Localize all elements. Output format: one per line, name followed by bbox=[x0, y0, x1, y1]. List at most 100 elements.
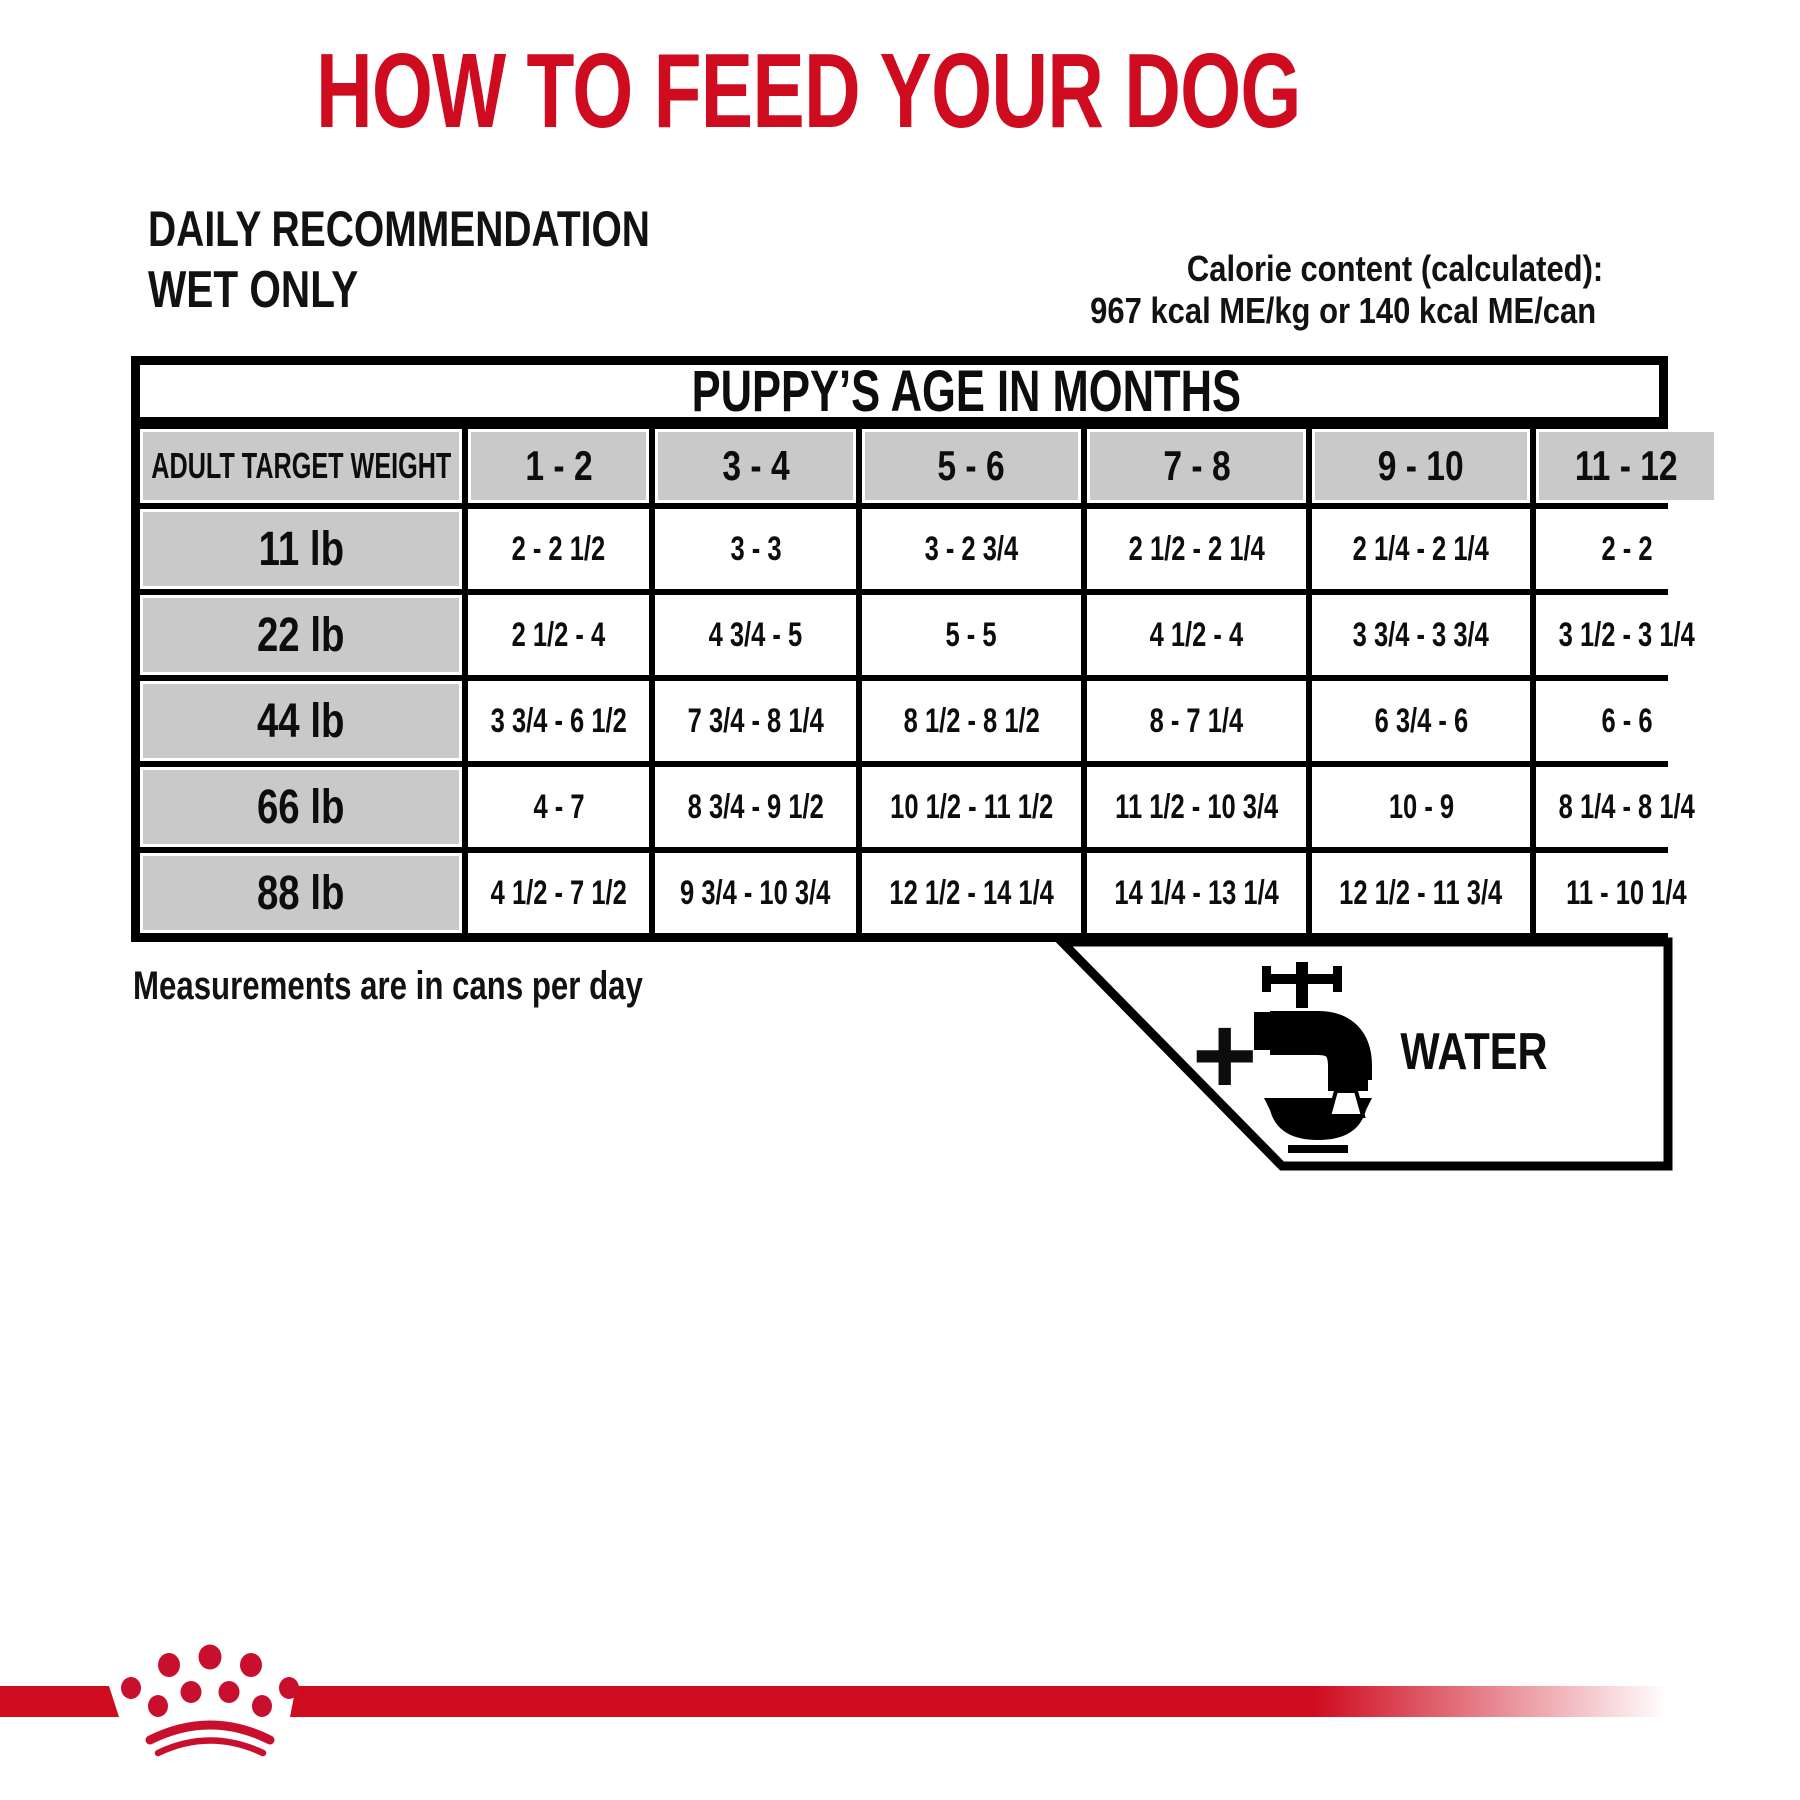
age-range: 5 - 6 bbox=[937, 442, 1006, 489]
feeding-amount: 8 1/2 - 8 1/2 bbox=[903, 701, 1040, 740]
feeding-amount: 12 1/2 - 14 1/4 bbox=[889, 873, 1054, 912]
footer bbox=[0, 1644, 1800, 1757]
column-header-weight: ADULT TARGET WEIGHT bbox=[140, 429, 462, 503]
feeding-amount-cell: 9 3/4 - 10 3/4 bbox=[655, 853, 856, 933]
feeding-amount-cell: 10 1/2 - 11 1/2 bbox=[861, 767, 1082, 847]
footer-stripe-right bbox=[290, 1686, 1800, 1717]
feeding-amount-cell: 4 - 7 bbox=[468, 767, 650, 847]
weight-cell: 88 lb bbox=[140, 853, 462, 933]
feeding-amount-cell: 4 1/2 - 4 bbox=[1087, 595, 1307, 675]
feeding-amount-cell: 7 3/4 - 8 1/4 bbox=[655, 681, 856, 761]
feeding-amount: 10 1/2 - 11 1/2 bbox=[889, 787, 1054, 826]
feeding-amount-cell: 3 3/4 - 3 3/4 bbox=[1312, 595, 1530, 675]
feeding-amount-cell: 8 - 7 1/4 bbox=[1087, 681, 1307, 761]
feeding-amount-cell: 6 - 6 bbox=[1535, 681, 1718, 761]
feeding-amount: 14 1/4 - 13 1/4 bbox=[1114, 873, 1279, 912]
weight-label: 22 lb bbox=[257, 608, 345, 662]
faucet-icon bbox=[1254, 962, 1372, 1153]
feeding-amount: 4 1/2 - 4 bbox=[1149, 615, 1244, 654]
feeding-amount: 6 - 6 bbox=[1601, 701, 1653, 740]
feeding-amount: 2 1/4 - 2 1/4 bbox=[1353, 529, 1490, 568]
column-header-age-7-8: 7 - 8 bbox=[1087, 429, 1307, 503]
feeding-grid: ADULT TARGET WEIGHT 1 - 2 3 - 4 5 - 6 7 … bbox=[140, 429, 1718, 933]
column-header-age-1-2: 1 - 2 bbox=[468, 429, 650, 503]
feeding-amount-cell: 3 1/2 - 3 1/4 bbox=[1535, 595, 1718, 675]
table-title-row: PUPPY’S AGE IN MONTHS bbox=[140, 359, 1659, 429]
feeding-amount-cell: 2 - 2 bbox=[1535, 509, 1718, 589]
age-range: 3 - 4 bbox=[722, 442, 790, 489]
feeding-amount: 7 3/4 - 8 1/4 bbox=[687, 701, 824, 740]
feeding-amount: 11 1/2 - 10 3/4 bbox=[1115, 787, 1279, 826]
column-header-age-3-4: 3 - 4 bbox=[655, 429, 856, 503]
weight-label: 11 lb bbox=[258, 522, 344, 576]
feeding-amount: 4 1/2 - 7 1/2 bbox=[490, 873, 627, 912]
column-header-weight-text: ADULT TARGET WEIGHT bbox=[150, 445, 452, 486]
feeding-amount: 8 3/4 - 9 1/2 bbox=[687, 787, 824, 826]
royal-canin-crown-logo bbox=[121, 1644, 299, 1757]
column-header-age-9-10: 9 - 10 bbox=[1312, 429, 1530, 503]
feeding-amount: 9 3/4 - 10 3/4 bbox=[680, 873, 831, 912]
water-label-text: WATER bbox=[1400, 1023, 1548, 1081]
water-callout bbox=[1051, 937, 1673, 1171]
feeding-amount-cell: 11 1/2 - 10 3/4 bbox=[1087, 767, 1307, 847]
feeding-amount: 2 - 2 bbox=[1601, 529, 1653, 568]
weight-cell: 66 lb bbox=[140, 767, 462, 847]
daily-recommendation-heading: DAILY RECOMMENDATION WET ONLY bbox=[148, 204, 792, 316]
age-range: 1 - 2 bbox=[525, 442, 593, 489]
age-range: 7 - 8 bbox=[1163, 442, 1231, 489]
feeding-amount: 3 - 3 bbox=[730, 529, 782, 568]
feeding-amount-cell: 2 1/2 - 2 1/4 bbox=[1087, 509, 1307, 589]
feeding-amount-cell: 12 1/2 - 14 1/4 bbox=[861, 853, 1082, 933]
feeding-amount: 2 - 2 1/2 bbox=[511, 529, 606, 568]
daily-recommendation-text: DAILY RECOMMENDATION bbox=[148, 201, 650, 257]
plus-icon: + bbox=[1192, 993, 1258, 1118]
feeding-amount-cell: 8 1/2 - 8 1/2 bbox=[861, 681, 1082, 761]
column-header-age-5-6: 5 - 6 bbox=[861, 429, 1082, 503]
feeding-amount: 10 - 9 bbox=[1388, 787, 1454, 826]
calorie-content-note: Calorie content (calculated): 967 kcal M… bbox=[1049, 248, 1637, 332]
feeding-amount-cell: 2 1/2 - 4 bbox=[468, 595, 650, 675]
feeding-amount-cell: 8 1/4 - 8 1/4 bbox=[1535, 767, 1718, 847]
column-header-age-11-12: 11 - 12 bbox=[1535, 429, 1718, 503]
feeding-amount-cell: 6 3/4 - 6 bbox=[1312, 681, 1530, 761]
feeding-amount-cell: 11 - 10 1/4 bbox=[1535, 853, 1718, 933]
feeding-amount: 2 1/2 - 2 1/4 bbox=[1128, 529, 1265, 568]
feeding-amount-cell: 4 3/4 - 5 bbox=[655, 595, 856, 675]
feeding-amount: 8 1/4 - 8 1/4 bbox=[1558, 787, 1695, 826]
wet-only-text: WET ONLY bbox=[148, 261, 359, 319]
page-title: HOW TO FEED YOUR DOG bbox=[316, 38, 1647, 144]
page-title-text: HOW TO FEED YOUR DOG bbox=[316, 32, 1301, 150]
weight-cell: 44 lb bbox=[140, 681, 462, 761]
feeding-amount: 3 - 2 3/4 bbox=[924, 529, 1019, 568]
feeding-table: PUPPY’S AGE IN MONTHS ADULT TARGET WEIGH… bbox=[131, 356, 1718, 942]
table-title: PUPPY’S AGE IN MONTHS bbox=[691, 358, 1242, 424]
feeding-amount-cell: 5 - 5 bbox=[861, 595, 1082, 675]
feeding-amount-cell: 12 1/2 - 11 3/4 bbox=[1312, 853, 1530, 933]
feeding-amount-cell: 8 3/4 - 9 1/2 bbox=[655, 767, 856, 847]
feeding-amount-cell: 14 1/4 - 13 1/4 bbox=[1087, 853, 1307, 933]
weight-label: 88 lb bbox=[257, 866, 345, 920]
calorie-line-2: 967 kcal ME/kg or 140 kcal ME/can bbox=[1089, 289, 1596, 331]
feeding-amount: 11 - 10 1/4 bbox=[1566, 873, 1687, 912]
water-stream bbox=[1326, 1089, 1366, 1118]
age-range: 9 - 10 bbox=[1378, 442, 1465, 489]
feeding-amount-cell: 3 - 2 3/4 bbox=[861, 509, 1082, 589]
feeding-amount-cell: 3 3/4 - 6 1/2 bbox=[468, 681, 650, 761]
feeding-amount: 4 3/4 - 5 bbox=[708, 615, 803, 654]
measurements-note-text: Measurements are in cans per day bbox=[133, 964, 643, 1008]
feeding-amount-cell: 10 - 9 bbox=[1312, 767, 1530, 847]
feeding-amount: 3 1/2 - 3 1/4 bbox=[1558, 615, 1695, 654]
feeding-amount-cell: 3 - 3 bbox=[655, 509, 856, 589]
weight-cell: 22 lb bbox=[140, 595, 462, 675]
calorie-line-1: Calorie content (calculated): bbox=[1186, 248, 1604, 289]
feeding-amount-cell: 2 - 2 1/2 bbox=[468, 509, 650, 589]
feeding-amount-cell: 2 1/4 - 2 1/4 bbox=[1312, 509, 1530, 589]
feeding-amount: 2 1/2 - 4 bbox=[511, 615, 606, 654]
feeding-amount: 5 - 5 bbox=[945, 615, 997, 654]
feeding-amount-cell: 4 1/2 - 7 1/2 bbox=[468, 853, 650, 933]
feeding-amount: 3 3/4 - 6 1/2 bbox=[490, 701, 627, 740]
weight-label: 66 lb bbox=[257, 780, 345, 834]
footer-stripe-left bbox=[0, 1686, 119, 1717]
feeding-amount: 6 3/4 - 6 bbox=[1374, 701, 1468, 740]
